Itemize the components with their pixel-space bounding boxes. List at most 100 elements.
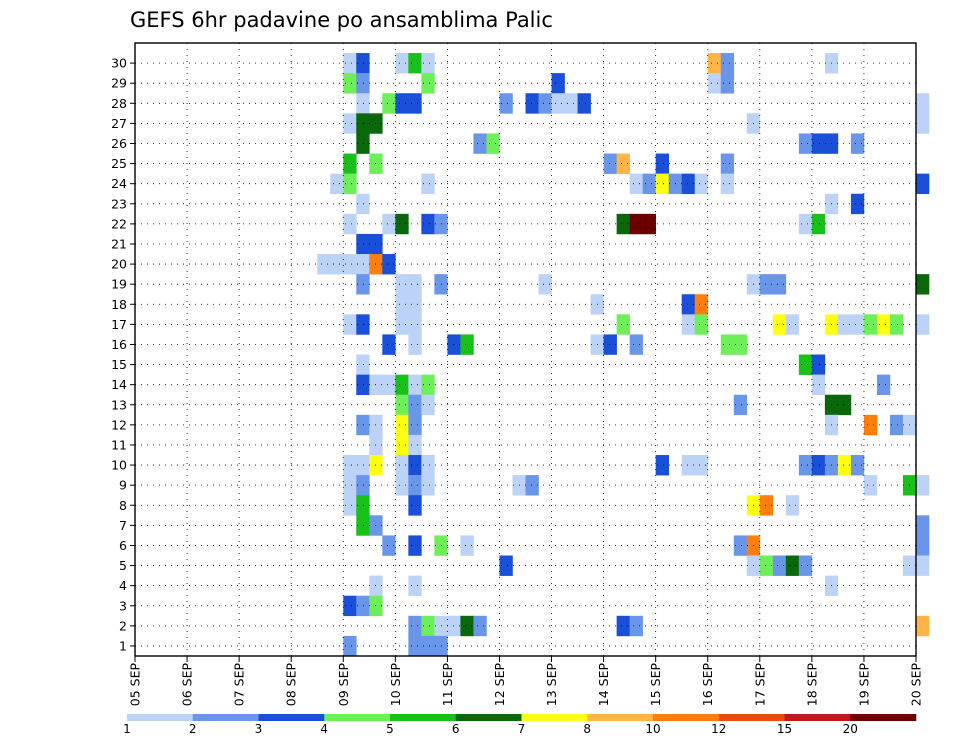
precip-cell	[889, 314, 904, 335]
precip-cell	[642, 173, 656, 195]
precip-cell	[395, 274, 409, 295]
precip-cell	[694, 294, 709, 315]
x-tick-label: 06 SEP	[180, 663, 195, 707]
precip-cell	[408, 475, 422, 496]
y-tick-label: 24	[111, 176, 127, 191]
precip-cell	[707, 53, 722, 74]
precip-cell	[916, 93, 930, 114]
precip-cell	[421, 374, 435, 396]
chart-title: GEFS 6hr padavine po ansamblima Palic	[130, 8, 553, 32]
legend-label: 7	[518, 722, 526, 736]
precip-cell	[655, 455, 669, 476]
legend-label: 12	[711, 722, 726, 736]
precip-cell	[395, 414, 409, 436]
precip-cell	[850, 455, 865, 476]
precip-cell	[421, 213, 435, 235]
precip-cell	[629, 334, 643, 355]
precip-cell	[811, 133, 826, 154]
precip-cell	[916, 314, 930, 335]
y-tick-label: 13	[111, 397, 127, 412]
legend-swatch	[718, 714, 785, 721]
y-tick-label: 20	[111, 257, 127, 272]
precip-cell	[356, 113, 370, 134]
precip-cell	[772, 314, 787, 335]
precip-cell	[473, 133, 487, 154]
legend-label: 20	[843, 722, 858, 736]
precip-cell	[330, 173, 344, 195]
precip-cell	[343, 173, 357, 195]
precip-cell	[343, 495, 357, 516]
x-tick-label: 10 SEP	[388, 663, 403, 707]
precip-cell	[382, 334, 396, 355]
precip-cell	[395, 394, 409, 416]
precip-cell	[421, 394, 435, 416]
precip-cell	[785, 314, 800, 335]
precip-cell	[395, 475, 409, 496]
precip-cell	[382, 93, 396, 114]
legend-label: 2	[189, 722, 197, 736]
precip-cell	[343, 455, 357, 476]
y-tick-label: 16	[111, 337, 127, 352]
precip-cell	[408, 394, 422, 416]
precip-cell	[421, 53, 435, 74]
precip-cell	[616, 615, 630, 637]
precip-cell	[499, 93, 513, 114]
precip-cell	[772, 274, 787, 295]
precip-cell	[642, 213, 656, 235]
x-tick-label: 08 SEP	[284, 663, 299, 707]
y-tick-label: 2	[119, 618, 127, 633]
x-tick-label: 11 SEP	[440, 663, 455, 707]
precip-cell	[720, 153, 735, 174]
precip-cell	[798, 133, 813, 154]
precip-cell	[395, 374, 409, 396]
y-tick-label: 19	[111, 277, 127, 292]
precip-cell	[629, 615, 643, 637]
precip-cell	[317, 254, 331, 275]
precip-cell	[720, 73, 735, 94]
y-tick-label: 23	[111, 196, 127, 211]
precip-cell	[603, 334, 617, 355]
precip-cell	[629, 213, 643, 235]
legend-label: 8	[583, 722, 591, 736]
precip-cell	[356, 374, 370, 396]
legend-swatch	[390, 714, 457, 721]
precip-cell	[343, 635, 357, 657]
x-tick-label: 19 SEP	[856, 663, 871, 707]
precip-cell	[798, 555, 813, 576]
precip-cell	[356, 73, 370, 94]
legend-swatch	[587, 714, 654, 721]
precip-cell	[408, 93, 422, 114]
precip-cell	[408, 635, 422, 657]
precip-cell	[616, 314, 630, 335]
precip-cell	[330, 254, 344, 275]
y-tick-label: 22	[111, 216, 127, 231]
precip-cell	[798, 455, 813, 476]
precip-cell	[356, 93, 370, 114]
precip-cell	[395, 434, 409, 456]
precip-cell	[538, 93, 552, 114]
precip-cell	[850, 314, 865, 335]
precip-cell	[525, 93, 539, 114]
y-tick-label: 5	[119, 558, 127, 573]
precip-cell	[356, 595, 370, 617]
precip-cell	[759, 495, 774, 516]
precip-cell	[408, 434, 422, 456]
x-tick-label: 20 SEP	[909, 663, 924, 707]
precip-cell	[720, 334, 735, 355]
y-tick-label: 9	[119, 478, 127, 493]
precip-cell	[356, 233, 370, 255]
legend-swatch	[127, 714, 194, 721]
legend-swatch	[653, 714, 720, 721]
precip-cell	[850, 133, 865, 154]
y-tick-label: 4	[119, 578, 127, 593]
precip-cell	[811, 455, 826, 476]
precip-cell	[395, 294, 409, 315]
y-tick-label: 7	[119, 518, 127, 533]
precip-cell	[798, 354, 813, 375]
precip-cell	[356, 475, 370, 496]
precip-cell	[876, 314, 891, 335]
legend-swatch	[324, 714, 391, 721]
precip-cell	[343, 475, 357, 496]
y-tick-label: 14	[111, 377, 127, 392]
precip-cell	[785, 495, 800, 516]
